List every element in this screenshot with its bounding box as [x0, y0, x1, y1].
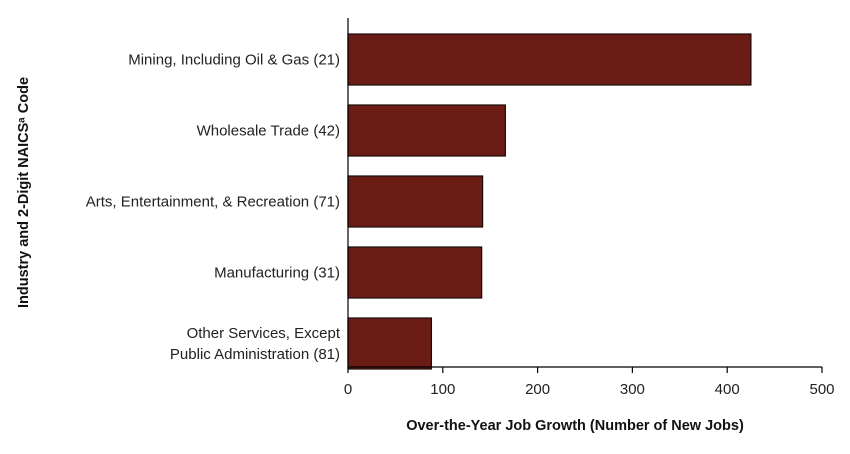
bar-1	[347, 104, 506, 157]
category-label-3: Manufacturing (31)	[214, 265, 340, 282]
category-label-line: Public Administration (81)	[170, 346, 340, 363]
x-tick-label-2: 200	[525, 381, 550, 398]
category-label-1: Wholesale Trade (42)	[197, 123, 340, 140]
bar-4	[347, 317, 433, 370]
category-label-2: Arts, Entertainment, & Recreation (71)	[86, 194, 340, 211]
x-tick-label-4: 400	[715, 381, 740, 398]
bar-3	[347, 246, 483, 299]
y-axis-title: Industry and 2-Digit NAICSᵃ Code	[16, 77, 32, 308]
x-axis-title: Over-the-Year Job Growth (Number of New …	[406, 418, 744, 434]
category-label-0: Mining, Including Oil & Gas (21)	[128, 52, 340, 69]
bar-2	[347, 175, 484, 228]
category-label-line: Manufacturing (31)	[214, 265, 340, 282]
x-tick-label-1: 100	[430, 381, 455, 398]
category-label-line: Wholesale Trade (42)	[197, 123, 340, 140]
category-labels-group: Mining, Including Oil & Gas (21) Wholesal…	[86, 52, 341, 364]
category-label-line: Other Services, Except	[187, 325, 341, 342]
category-label-line: Mining, Including Oil & Gas (21)	[128, 52, 340, 69]
category-label-4: Other Services, Except Public Administrat…	[170, 325, 341, 363]
bar-0	[347, 33, 752, 86]
bars-group	[347, 33, 752, 370]
category-label-line: Arts, Entertainment, & Recreation (71)	[86, 194, 340, 211]
x-tick-label-3: 300	[620, 381, 645, 398]
x-ticks-group: 0 100 200 300 400 500	[344, 367, 835, 398]
x-tick-label-5: 500	[809, 381, 834, 398]
x-tick-label-0: 0	[344, 381, 352, 398]
